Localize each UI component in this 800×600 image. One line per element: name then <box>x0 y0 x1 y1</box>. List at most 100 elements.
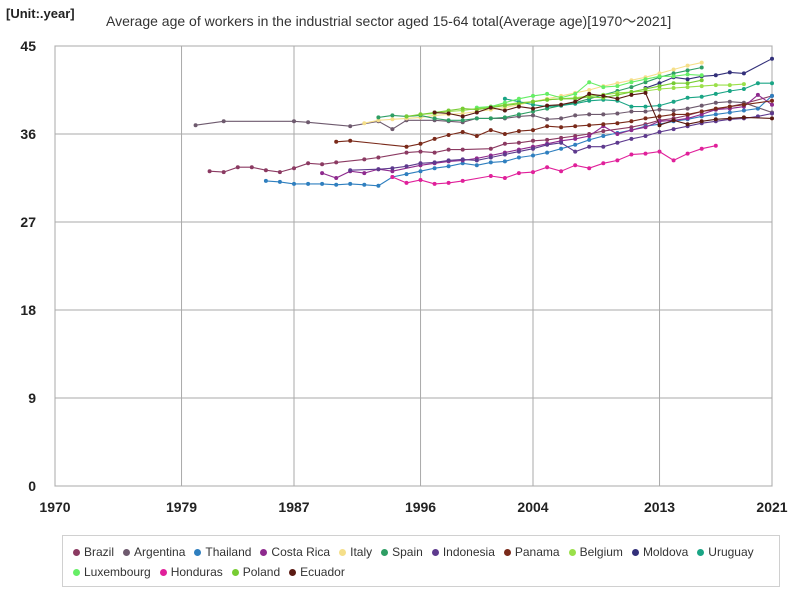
data-point-panama <box>460 130 465 134</box>
legend-label: Costa Rica <box>271 545 331 559</box>
data-point-luxembourg <box>502 100 507 105</box>
data-point-ecuador <box>601 93 606 98</box>
x-axis-ticks: 1970 1979 1987 1996 2004 2013 2021 <box>39 499 787 515</box>
data-point-moldova <box>741 71 746 76</box>
data-point-italy <box>587 88 592 92</box>
legend-label: Belgium <box>579 545 623 559</box>
x-tick-label: 1979 <box>166 499 197 515</box>
data-point-argentina <box>671 108 676 113</box>
data-point-ecuador <box>460 114 465 119</box>
data-point-panama <box>699 109 704 114</box>
y-tick-label: 18 <box>20 302 36 318</box>
data-point-panama <box>559 125 564 130</box>
data-point-belgium <box>727 83 732 88</box>
data-point-brazil <box>502 141 507 146</box>
data-point-ecuador <box>657 123 662 128</box>
legend-item-indonesia: Indonesia <box>431 542 495 562</box>
data-point-indonesia <box>502 152 507 157</box>
legend-item-poland: Poland <box>231 562 281 582</box>
data-point-ecuador <box>516 104 521 109</box>
data-point-uruguay <box>699 94 704 99</box>
y-axis-ticks: 0 9 18 27 36 45 <box>20 38 36 494</box>
data-point-spain <box>643 80 648 85</box>
data-point-panama <box>446 133 451 137</box>
data-point-ecuador <box>685 122 690 127</box>
series-honduras <box>390 143 718 186</box>
data-point-argentina <box>531 113 535 118</box>
series-poland <box>404 78 704 119</box>
legend-item-spain: Spain <box>381 542 423 562</box>
data-point-costa-rica <box>320 171 325 176</box>
legend-marker <box>339 548 347 556</box>
series-line-costa-rica <box>321 94 773 179</box>
data-point-luxembourg <box>516 96 521 101</box>
data-point-panama <box>531 128 535 133</box>
data-point-panama <box>587 123 592 128</box>
data-point-argentina <box>306 120 311 125</box>
series-ecuador <box>432 90 774 128</box>
legend-item-panama: Panama <box>503 542 560 562</box>
data-point-thailand <box>770 93 774 98</box>
data-point-panama <box>657 114 662 119</box>
data-point-brazil <box>221 170 226 175</box>
data-point-uruguay <box>629 104 634 109</box>
data-point-argentina <box>601 112 606 117</box>
data-point-costa-rica <box>390 169 395 174</box>
data-point-indonesia <box>432 160 437 165</box>
data-point-indonesia <box>629 136 634 141</box>
data-point-spain <box>629 85 634 90</box>
data-point-spain <box>390 113 395 118</box>
data-point-brazil <box>531 138 535 143</box>
data-point-italy <box>657 71 662 76</box>
data-point-panama <box>502 132 507 136</box>
legend-marker <box>289 568 297 576</box>
data-point-panama <box>334 139 339 144</box>
legend-item-luxembourg: Luxembourg <box>73 562 151 582</box>
legend-item-brazil: Brazil <box>73 542 114 562</box>
legend-marker <box>568 548 576 556</box>
data-point-brazil <box>249 165 254 170</box>
data-point-argentina <box>727 99 732 104</box>
x-tick-label: 1970 <box>39 499 70 515</box>
data-point-costa-rica <box>643 125 648 130</box>
data-point-argentina <box>643 109 648 114</box>
data-point-poland <box>545 97 550 102</box>
legend-label: Poland <box>242 565 281 579</box>
data-point-honduras <box>460 178 465 183</box>
data-point-panama <box>474 134 479 138</box>
data-point-indonesia <box>390 166 395 171</box>
data-point-thailand <box>488 160 493 165</box>
data-point-argentina <box>221 119 226 124</box>
data-point-thailand <box>559 146 564 151</box>
data-point-costa-rica <box>629 128 634 133</box>
data-point-uruguay <box>770 81 774 86</box>
legend-marker <box>697 548 705 556</box>
y-tick-label: 27 <box>20 214 36 230</box>
data-point-indonesia <box>545 142 550 147</box>
data-point-indonesia <box>446 158 451 163</box>
data-point-panama <box>629 119 634 124</box>
series-line-indonesia <box>350 112 773 171</box>
data-point-indonesia <box>488 155 493 160</box>
data-point-panama <box>601 122 606 127</box>
data-point-panama <box>685 112 690 117</box>
data-point-belgium <box>713 83 718 88</box>
legend-item-belgium: Belgium <box>568 542 623 562</box>
data-point-poland <box>699 78 704 83</box>
data-point-thailand <box>376 183 381 188</box>
data-point-uruguay <box>587 98 592 103</box>
data-point-thailand <box>587 137 592 142</box>
data-point-spain <box>460 118 465 123</box>
data-point-panama <box>432 136 437 141</box>
data-point-argentina <box>615 111 620 116</box>
data-point-luxembourg <box>587 80 592 85</box>
legend-label: Luxembourg <box>84 565 151 579</box>
data-point-brazil <box>277 170 282 175</box>
data-point-thailand <box>277 179 282 184</box>
series-belgium <box>418 82 746 117</box>
data-point-italy <box>362 121 367 126</box>
data-point-honduras <box>404 180 409 185</box>
data-point-spain <box>531 109 535 114</box>
data-point-panama <box>488 128 493 133</box>
data-point-luxembourg <box>671 74 676 79</box>
